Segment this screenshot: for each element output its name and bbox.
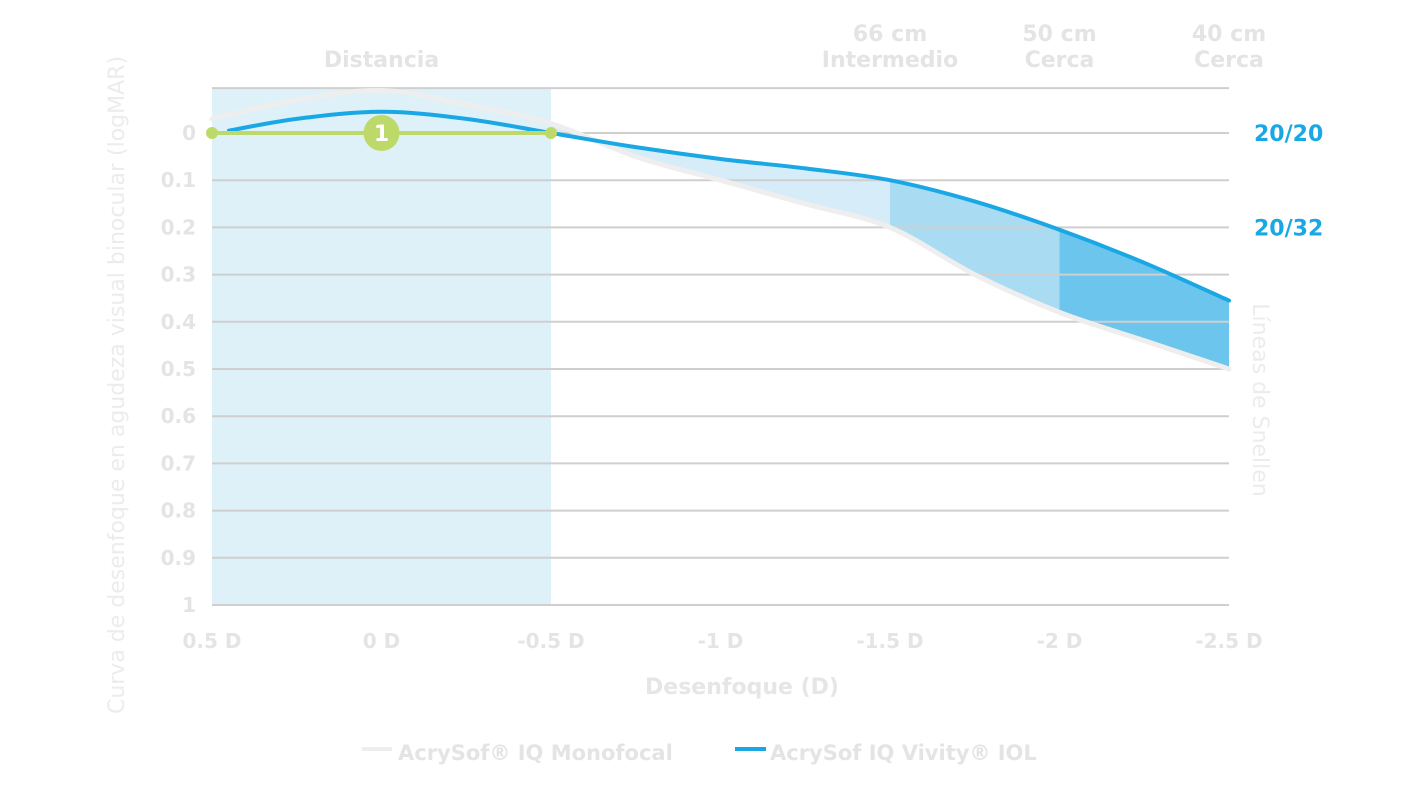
x-tick-label: 0.5 D <box>183 629 242 653</box>
shaded-band-1 <box>890 180 1060 313</box>
series-monofocal-line <box>209 87 1232 372</box>
y-tick-label: 0.6 <box>161 404 196 428</box>
series-vivity-line <box>226 109 1231 303</box>
y-tick-label: 1 <box>182 593 196 617</box>
zone-label-distance: 40 cm <box>1192 22 1266 47</box>
snellen-label: 20/32 <box>1254 216 1323 241</box>
legend: AcrySof® IQ Monofocal AcrySof IQ Vivity®… <box>362 741 1037 765</box>
zone-label-type: Intermedio <box>822 48 958 73</box>
x-tick-label: -1.5 D <box>856 629 923 653</box>
y-tick-label: 0.9 <box>161 546 196 570</box>
x-axis-ticks: 0.5 D 0 D -0.5 D -1 D -1.5 D -2 D -2.5 D <box>183 629 1263 653</box>
baseline-marker <box>363 115 400 151</box>
x-tick-label: -2.5 D <box>1195 629 1262 653</box>
x-tick-label: -1 D <box>698 629 744 653</box>
y-axis-ticks: 0 0.1 0.2 0.3 0.4 0.5 0.6 0.7 0.8 0.9 1 <box>161 121 196 617</box>
x-tick-label: -2 D <box>1037 629 1083 653</box>
x-tick-label: 0 D <box>363 629 400 653</box>
snellen-label: 20/20 <box>1254 122 1323 147</box>
zone-label-distance: 66 cm <box>853 22 927 47</box>
baseline-marker-label: 1 <box>374 122 389 147</box>
snellen-labels: 20/20 20/32 <box>1254 122 1323 241</box>
zone-label-distance: 50 cm <box>1022 22 1096 47</box>
series-lines <box>209 87 1232 372</box>
shaded-band-2 <box>1059 229 1229 369</box>
x-tick-label: -0.5 D <box>517 629 584 653</box>
y-tick-label: 0.7 <box>161 451 196 475</box>
baseline-group: 1 <box>206 115 557 151</box>
baseline-end-dot <box>545 127 557 139</box>
y-tick-label: 0.2 <box>161 215 196 239</box>
zone-label-type: Cerca <box>1194 48 1264 73</box>
legend-vivity-label: AcrySof IQ Vivity® IOL <box>770 741 1037 765</box>
y2-axis-title: Líneas de Snellen <box>1247 303 1272 496</box>
distance-region <box>212 88 551 605</box>
y-tick-label: 0 <box>182 121 196 145</box>
zone-label-type: Cerca <box>1025 48 1095 73</box>
y-tick-label: 0.4 <box>161 310 196 334</box>
x-axis-title: Desenfoque (D) <box>645 675 839 700</box>
y-tick-label: 0.3 <box>161 263 196 287</box>
baseline-start-dot <box>206 127 218 139</box>
distance-region-label: Distancia <box>324 48 439 73</box>
y-tick-label: 0.5 <box>161 357 196 381</box>
y-axis-title: Curva de desenfoque en agudeza visual bi… <box>105 56 130 714</box>
y-tick-label: 0.8 <box>161 499 196 523</box>
legend-monofocal-label: AcrySof® IQ Monofocal <box>398 741 673 765</box>
y-tick-label: 0.1 <box>161 168 196 192</box>
